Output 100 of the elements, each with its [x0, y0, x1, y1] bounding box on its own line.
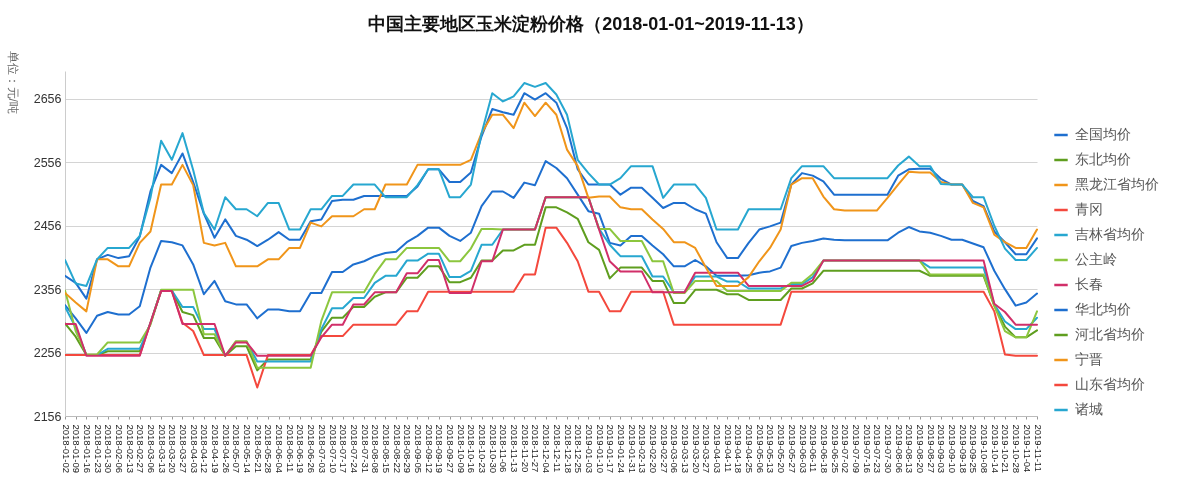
x-tick-label: 2018-02-27 [135, 424, 147, 474]
x-tick-label: 2018-11-13 [509, 424, 521, 473]
x-tick-label: 2019-02-27 [658, 424, 670, 474]
x-tick-label: 2018-01-02 [60, 424, 72, 474]
x-tick-label: 2018-08-29 [402, 424, 414, 474]
x-tick-label: 2019-11-04 [1021, 424, 1033, 473]
x-tick-label: 2019-07-23 [872, 424, 884, 474]
x-tick-label: 2018-09-19 [434, 424, 446, 474]
x-tick-label: 2018-05-14 [242, 424, 254, 474]
x-tick-label: 2019-08-27 [925, 424, 937, 474]
x-tick-label: 2019-06-18 [818, 424, 830, 474]
legend-label: 吉林省均价 [1075, 226, 1145, 242]
x-tick-label: 2018-09-12 [423, 424, 435, 474]
x-tick-label: 2018-06-19 [295, 424, 307, 474]
y-tick-label: 2256 [33, 346, 62, 361]
x-tick-label: 2018-10-23 [477, 424, 489, 474]
x-tick-label: 2019-01-17 [605, 424, 617, 474]
legend-label: 宁晋 [1075, 351, 1103, 367]
legend-label: 长春 [1075, 276, 1103, 292]
x-tick-label: 2018-02-06 [113, 424, 125, 474]
x-tick-label: 2018-05-21 [252, 424, 264, 474]
x-tick-label: 2019-11-11 [1032, 424, 1044, 472]
x-tick-label: 2018-10-30 [487, 424, 499, 474]
legend-label: 公主岭 [1075, 251, 1117, 267]
legend-label: 青冈 [1075, 201, 1103, 217]
x-tick-label: 2019-10-08 [979, 424, 991, 474]
x-tick-label: 2018-07-31 [359, 424, 371, 474]
x-tick-label: 2019-03-27 [701, 424, 713, 474]
x-tick-label: 2019-09-10 [947, 424, 959, 474]
x-tick-label: 2019-06-25 [829, 424, 841, 474]
x-tick-label: 2018-12-11 [551, 424, 563, 473]
x-tick-label: 2018-01-09 [71, 424, 83, 474]
x-tick-label: 2019-08-06 [893, 424, 905, 474]
y-tick-label: 2556 [33, 155, 62, 170]
x-tick-label: 2018-08-08 [370, 424, 382, 474]
y-tick-label: 2156 [33, 409, 62, 424]
x-tick-label: 2018-11-20 [519, 424, 531, 473]
legend-label: 黑龙江省均价 [1075, 176, 1159, 192]
x-tick-label: 2018-07-24 [348, 424, 360, 474]
legend-label: 全国均价 [1075, 126, 1131, 142]
x-tick-label: 2018-12-18 [562, 424, 574, 474]
x-tick-label: 2019-06-03 [797, 424, 809, 474]
x-tick-label: 2018-07-17 [338, 424, 350, 474]
x-tick-label: 2018-12-25 [573, 424, 585, 474]
x-tick-label: 2019-01-31 [626, 424, 638, 474]
chart-title: 中国主要地区玉米淀粉价格（2018-01-01~2019-11-13） [368, 14, 814, 34]
x-tick-label: 2018-07-10 [327, 424, 339, 474]
x-tick-label: 2019-10-28 [1011, 424, 1023, 474]
legend-label: 河北省均价 [1075, 326, 1145, 342]
x-tick-label: 2019-02-13 [637, 424, 649, 474]
x-tick-label: 2019-05-06 [754, 424, 766, 474]
x-tick-label: 2018-05-28 [263, 424, 275, 474]
x-tick-label: 2019-05-13 [765, 424, 777, 474]
x-tick-label: 2019-02-20 [647, 424, 659, 474]
x-tick-label: 2018-07-03 [316, 424, 328, 474]
x-tick-label: 2019-06-11 [808, 424, 820, 473]
legend-label: 山东省均价 [1075, 376, 1145, 392]
x-tick-label: 2019-03-13 [680, 424, 692, 474]
x-tick-label: 2018-09-05 [412, 424, 424, 474]
x-tick-label: 2018-01-23 [92, 424, 104, 474]
line-series [65, 160, 1038, 334]
x-tick-label: 2018-05-07 [231, 424, 243, 474]
x-tick-label: 2018-06-04 [274, 424, 286, 474]
x-tick-label: 2019-08-20 [915, 424, 927, 474]
y-axis-title: 单位：元/吨 [5, 50, 20, 114]
x-tick-label: 2019-01-03 [583, 424, 595, 474]
x-tick-label: 2018-12-04 [541, 424, 553, 474]
x-tick-label: 2018-03-13 [156, 424, 168, 474]
y-tick-label: 2456 [33, 219, 62, 234]
x-tick-label: 2018-08-22 [391, 424, 403, 474]
x-tick-label: 2019-09-18 [957, 424, 969, 474]
x-tick-label: 2018-11-27 [530, 424, 542, 473]
x-tick-label: 2019-04-03 [712, 424, 724, 474]
x-tick-label: 2018-08-15 [380, 424, 392, 474]
x-tick-label: 2018-04-03 [188, 424, 200, 474]
x-tick-label: 2019-03-06 [669, 424, 681, 474]
x-tick-label: 2018-04-19 [210, 424, 222, 474]
legend-label: 诸城 [1075, 401, 1103, 417]
x-tick-label: 2018-02-13 [124, 424, 136, 474]
legend-label: 华北均价 [1075, 301, 1131, 317]
x-tick-label: 2019-01-24 [615, 424, 627, 474]
x-tick-label: 2018-06-11 [284, 424, 296, 473]
x-tick-label: 2019-07-30 [882, 424, 894, 474]
x-tick-label: 2018-11-06 [498, 424, 510, 473]
x-tick-label: 2018-10-16 [466, 424, 478, 474]
x-tick-label: 2019-08-13 [904, 424, 916, 474]
x-tick-label: 2019-07-02 [840, 424, 852, 474]
x-tick-label: 2019-09-25 [968, 424, 980, 474]
x-tick-label: 2018-06-26 [306, 424, 318, 474]
y-tick-label: 2356 [33, 282, 62, 297]
x-tick-label: 2019-07-16 [861, 424, 873, 474]
x-tick-label: 2018-03-06 [145, 424, 157, 474]
x-tick-label: 2018-01-16 [81, 424, 93, 474]
x-tick-label: 2019-10-14 [989, 424, 1001, 474]
x-tick-label: 2019-04-11 [722, 424, 734, 473]
x-tick-label: 2019-05-27 [786, 424, 798, 474]
x-tick-label: 2019-05-20 [776, 424, 788, 474]
x-tick-label: 2019-01-10 [594, 424, 606, 474]
y-tick-label: 2656 [33, 92, 62, 107]
x-tick-label: 2019-10-21 [1000, 424, 1012, 474]
